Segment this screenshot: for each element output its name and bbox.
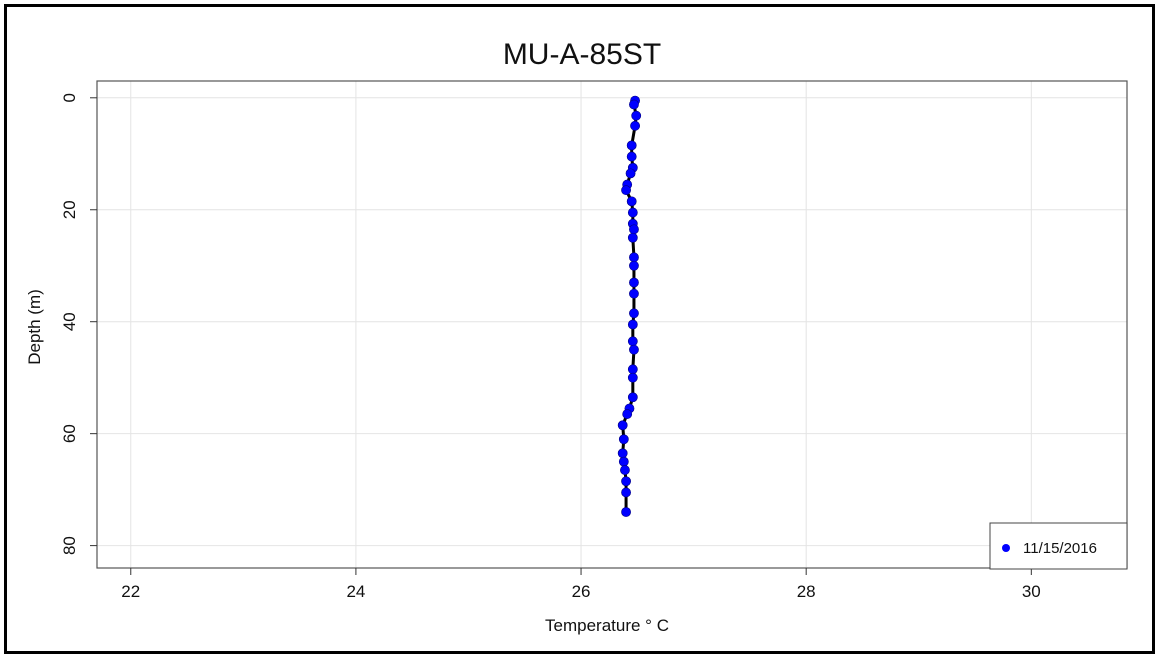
x-tick-label: 28 [797, 582, 816, 601]
data-point [628, 233, 637, 242]
data-point [628, 373, 637, 382]
figure-frame: MU-A-85ST Temperature ° C Depth (m) 22 24… [4, 4, 1155, 654]
y-tick-label: 40 [60, 312, 79, 331]
data-point [618, 421, 627, 430]
y-tick-label: 80 [60, 536, 79, 555]
data-point [618, 449, 627, 458]
data-point [620, 465, 629, 474]
data-point [628, 337, 637, 346]
data-point [623, 409, 632, 418]
data-point [629, 289, 638, 298]
y-axis-label: Depth (m) [25, 289, 44, 365]
data-point [628, 393, 637, 402]
x-tick-label: 30 [1022, 582, 1041, 601]
x-axis-label: Temperature ° C [545, 616, 669, 635]
data-point [628, 365, 637, 374]
data-point [621, 186, 630, 195]
chart-title: MU-A-85ST [503, 38, 661, 71]
data-point [630, 121, 639, 130]
data-point [627, 152, 636, 161]
data-point [629, 100, 638, 109]
legend-label: 11/15/2016 [1023, 540, 1097, 557]
x-tick-label: 24 [346, 582, 365, 601]
x-tick-label: 22 [121, 582, 140, 601]
x-tick-label: 26 [572, 582, 591, 601]
data-point [627, 141, 636, 150]
data-point [627, 197, 636, 206]
data-point [626, 169, 635, 178]
data-point [629, 309, 638, 318]
plot-area: 22 24 26 28 30 0 20 40 60 80 11/15/2016 [60, 81, 1127, 601]
data-point [619, 457, 628, 466]
y-tick-label: 20 [60, 200, 79, 219]
data-point [629, 345, 638, 354]
y-tick-label: 0 [60, 93, 79, 102]
plot-border [97, 81, 1127, 568]
data-point [632, 111, 641, 120]
data-point [619, 435, 628, 444]
depth-profile-chart: MU-A-85ST Temperature ° C Depth (m) 22 24… [7, 7, 1152, 651]
data-point [629, 278, 638, 287]
data-point [621, 507, 630, 516]
legend-marker [1002, 544, 1010, 552]
data-point [629, 253, 638, 262]
data-point [621, 477, 630, 486]
data-point [628, 208, 637, 217]
y-tick-label: 60 [60, 424, 79, 443]
data-point [621, 488, 630, 497]
data-point [628, 320, 637, 329]
data-point [629, 225, 638, 234]
data-point [629, 261, 638, 270]
